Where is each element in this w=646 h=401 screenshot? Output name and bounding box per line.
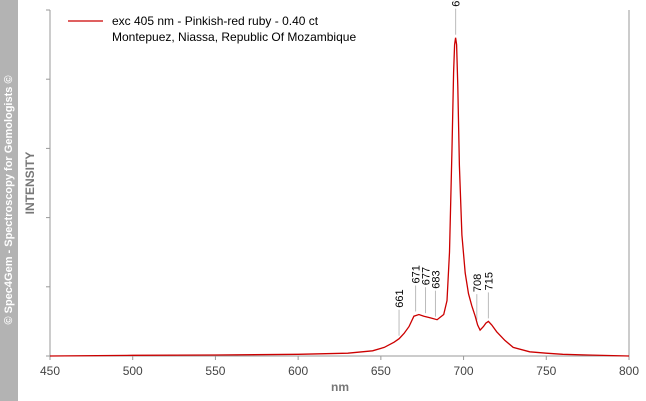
x-tick-label: 750 — [536, 364, 556, 378]
x-axis-title: nm — [331, 380, 349, 394]
peak-label: 715 — [483, 272, 495, 290]
x-tick-label: 550 — [205, 364, 225, 378]
x-tick-label: 650 — [371, 364, 391, 378]
x-tick-label: 800 — [619, 364, 639, 378]
peak-label: 695.2 — [451, 0, 463, 7]
peak-label: 677 — [421, 267, 433, 285]
legend-label-line2: Montepuez, Niassa, Republic Of Mozambiqu… — [112, 30, 356, 44]
y-axis-ticks — [46, 9, 50, 357]
x-tick-label: 700 — [454, 364, 474, 378]
peak-label: 671 — [411, 265, 423, 283]
watermark-band — [0, 0, 18, 401]
x-axis-ticks: 450 500 550 600 650 700 750 800 — [40, 356, 639, 378]
legend-label-line1: exc 405 nm - Pinkish-red ruby - 0.40 ct — [112, 14, 319, 28]
y-axis-title: INTENSITY — [23, 152, 37, 215]
peak-label: 708 — [472, 274, 484, 292]
peak-label: 661 — [394, 289, 406, 307]
legend: exc 405 nm - Pinkish-red ruby - 0.40 ct … — [68, 14, 356, 44]
spectrum-line — [49, 37, 630, 357]
x-tick-label: 450 — [40, 364, 60, 378]
peak-label: 683 — [430, 270, 442, 288]
x-tick-label: 500 — [123, 364, 143, 378]
x-tick-label: 600 — [288, 364, 308, 378]
